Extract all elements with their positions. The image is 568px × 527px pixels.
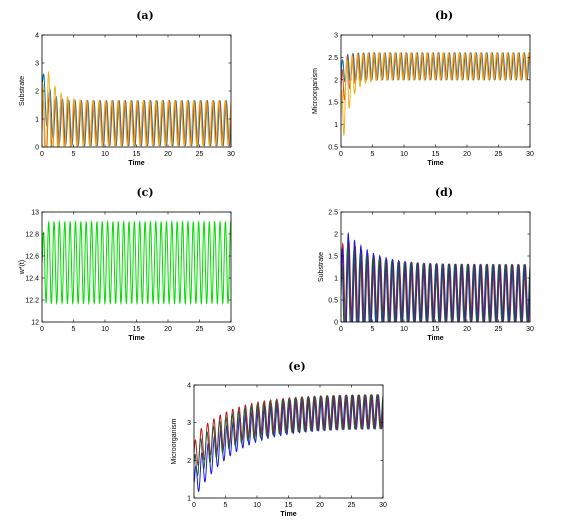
x-tick-label: 15 bbox=[432, 151, 440, 158]
y-tick-label: 3 bbox=[35, 61, 39, 68]
panel-label: (b) bbox=[435, 9, 453, 22]
x-axis-label: Time bbox=[280, 511, 296, 518]
series-line-3 bbox=[42, 70, 231, 147]
x-tick-label: 0 bbox=[339, 326, 343, 333]
series-line-1 bbox=[341, 239, 530, 322]
y-tick-label: 2 bbox=[187, 458, 191, 465]
x-tick-label: 30 bbox=[379, 502, 387, 509]
chart-panel-a: (a) 0 5 10 15 20 25 30 0 1 2 3 4 Time Substrate bbox=[19, 9, 235, 167]
y-axis-label: Microorganism bbox=[171, 418, 178, 464]
chart-panel-b: (b) 0 5 10 15 20 25 30 0.5 1 1.5 2 2.5 3 Time Microorga… bbox=[312, 9, 534, 167]
y-tick-label: 0.5 bbox=[328, 145, 338, 152]
x-tick-label: 5 bbox=[371, 151, 375, 158]
x-tick-label: 30 bbox=[227, 151, 235, 158]
x-tick-label: 20 bbox=[316, 502, 324, 509]
x-tick-label: 10 bbox=[253, 502, 261, 509]
series-line-1 bbox=[42, 219, 231, 306]
panel-label: (a) bbox=[136, 9, 154, 22]
x-tick-label: 0 bbox=[192, 502, 196, 509]
series-line-3 bbox=[194, 394, 383, 477]
x-tick-label: 20 bbox=[164, 151, 172, 158]
y-axis-label: Substrate bbox=[318, 252, 325, 282]
x-tick-label: 30 bbox=[227, 326, 235, 333]
x-tick-label: 30 bbox=[526, 151, 534, 158]
y-tick-label: 0 bbox=[334, 320, 338, 327]
x-tick-label: 20 bbox=[164, 326, 172, 333]
x-tick-label: 25 bbox=[348, 502, 356, 509]
y-axis-label: Substrate bbox=[19, 76, 26, 106]
y-tick-label: 12.6 bbox=[25, 254, 39, 261]
y-tick-label: 2.5 bbox=[328, 55, 338, 62]
y-tick-label: 2 bbox=[35, 89, 39, 96]
x-tick-label: 25 bbox=[196, 151, 204, 158]
x-tick-label: 10 bbox=[101, 326, 109, 333]
x-tick-label: 20 bbox=[463, 151, 471, 158]
y-tick-label: 1.5 bbox=[328, 100, 338, 107]
y-tick-label: 3 bbox=[187, 420, 191, 427]
x-tick-label: 10 bbox=[101, 151, 109, 158]
panel-label: (e) bbox=[288, 360, 305, 373]
series-line-1 bbox=[42, 73, 231, 147]
y-axis-label: w*(t) bbox=[19, 260, 26, 275]
panel-label: (c) bbox=[136, 186, 153, 199]
x-tick-label: 0 bbox=[40, 326, 44, 333]
x-tick-label: 5 bbox=[72, 151, 76, 158]
x-tick-label: 30 bbox=[526, 326, 534, 333]
plot-frame bbox=[340, 34, 531, 148]
x-tick-label: 5 bbox=[371, 326, 375, 333]
x-tick-label: 25 bbox=[196, 326, 204, 333]
y-axis-label: Microorganism bbox=[312, 68, 319, 114]
series-line-2 bbox=[341, 232, 530, 322]
y-tick-label: 13 bbox=[31, 210, 39, 217]
chart-panel-d: (d) 0 5 10 15 20 25 30 0 0.5 1 1.5 2 2.5 Time Substrate bbox=[318, 186, 534, 342]
chart-panel-c: (c) 0 5 10 15 20 25 30 12 12.2 12.4 12.6 12.8 13 Time w… bbox=[19, 186, 235, 342]
y-tick-label: 3 bbox=[334, 33, 338, 40]
x-tick-label: 10 bbox=[400, 326, 408, 333]
series-line-3 bbox=[341, 52, 530, 137]
x-axis-label: Time bbox=[128, 160, 144, 167]
x-axis-label: Time bbox=[427, 335, 443, 342]
y-tick-label: 12 bbox=[31, 320, 39, 327]
y-tick-label: 1 bbox=[187, 496, 191, 503]
y-tick-label: 1 bbox=[334, 122, 338, 129]
y-tick-label: 1 bbox=[35, 117, 39, 124]
x-tick-label: 20 bbox=[463, 326, 471, 333]
y-tick-label: 2 bbox=[334, 232, 338, 239]
y-tick-label: 4 bbox=[35, 33, 39, 40]
x-tick-label: 15 bbox=[285, 502, 293, 509]
y-tick-label: 12.2 bbox=[25, 298, 39, 305]
x-tick-label: 10 bbox=[400, 151, 408, 158]
series-line-1 bbox=[194, 394, 383, 492]
y-tick-label: 1 bbox=[334, 276, 338, 283]
x-tick-label: 5 bbox=[72, 326, 76, 333]
x-tick-label: 25 bbox=[495, 326, 503, 333]
y-tick-label: 2.5 bbox=[328, 210, 338, 217]
y-tick-label: 0 bbox=[35, 145, 39, 152]
y-tick-label: 0.5 bbox=[328, 298, 338, 305]
series-line-3 bbox=[341, 245, 530, 322]
series-line-2 bbox=[42, 94, 231, 147]
x-axis-label: Time bbox=[427, 160, 443, 167]
x-tick-label: 0 bbox=[40, 151, 44, 158]
x-axis-label: Time bbox=[128, 335, 144, 342]
panel-label: (d) bbox=[435, 186, 453, 199]
x-tick-label: 15 bbox=[432, 326, 440, 333]
y-tick-label: 12.8 bbox=[25, 232, 39, 239]
y-tick-label: 1.5 bbox=[328, 254, 338, 261]
chart-panel-e: (e) 0 5 10 15 20 25 30 1 2 3 4 Time Microorganism bbox=[171, 360, 387, 518]
x-tick-label: 15 bbox=[133, 151, 141, 158]
x-tick-label: 15 bbox=[133, 326, 141, 333]
y-tick-label: 12.4 bbox=[25, 276, 39, 283]
y-tick-label: 2 bbox=[334, 77, 338, 84]
x-tick-label: 0 bbox=[339, 151, 343, 158]
x-tick-label: 5 bbox=[224, 502, 228, 509]
y-tick-label: 4 bbox=[187, 383, 191, 390]
x-tick-label: 25 bbox=[495, 151, 503, 158]
